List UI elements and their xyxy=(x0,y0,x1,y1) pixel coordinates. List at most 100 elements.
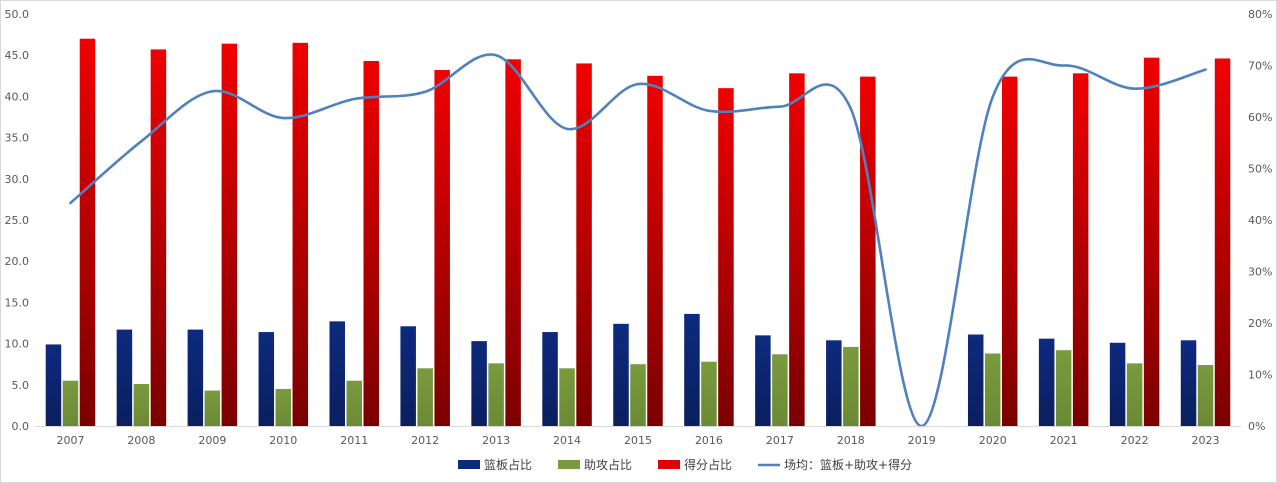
line-series xyxy=(69,53,1207,428)
bar-group xyxy=(45,38,1231,427)
bar-0-2012 xyxy=(400,326,416,426)
bar-2-2009 xyxy=(221,43,238,426)
bar-0-2023 xyxy=(1180,340,1197,426)
x-tick-label: 2023 xyxy=(1192,434,1220,447)
bar-2-2022 xyxy=(1143,57,1160,427)
x-tick-label: 2020 xyxy=(979,434,1007,447)
y-left-tick-label: 35.0 xyxy=(5,132,30,145)
bar-0-2013 xyxy=(471,341,487,426)
x-axis: 2007 2008 2009 2010 2011 2012 2013 2014 2015 2016… xyxy=(56,434,1219,447)
bar-0-2011 xyxy=(329,321,345,426)
x-tick-label: 2017 xyxy=(766,434,794,447)
legend-label: 场均：篮板+助攻+得分 xyxy=(784,457,912,472)
y-left-tick-label: 15.0 xyxy=(5,296,30,309)
legend-swatch xyxy=(558,460,580,469)
x-tick-label: 2018 xyxy=(837,434,865,447)
bar-1-2021 xyxy=(1055,350,1072,426)
legend-label: 篮板占比 xyxy=(484,457,532,472)
y-left-tick-label: 30.0 xyxy=(5,173,30,186)
bar-0-2020 xyxy=(967,334,984,426)
bar-2-2016 xyxy=(718,88,734,426)
bar-1-2018 xyxy=(843,346,859,426)
bar-1-2022 xyxy=(1126,363,1143,426)
bar-2-2014 xyxy=(576,63,592,426)
bar-2-2020 xyxy=(1001,76,1018,427)
y-right-tick-label: 60% xyxy=(1248,111,1272,124)
x-tick-label: 2016 xyxy=(695,434,723,447)
y-right-tick-label: 80% xyxy=(1248,8,1272,21)
bar-0-2016 xyxy=(684,313,700,426)
legend-swatch xyxy=(458,460,480,469)
bar-0-2022 xyxy=(1109,342,1126,426)
bar-1-2020 xyxy=(984,353,1001,426)
bar-2-2012 xyxy=(434,70,450,427)
bar-2-2023 xyxy=(1214,58,1231,426)
x-tick-label: 2022 xyxy=(1121,434,1149,447)
bar-0-2008 xyxy=(116,329,133,426)
legend-label: 助攻占比 xyxy=(584,457,632,472)
y-left-tick-label: 25.0 xyxy=(5,214,30,227)
bar-1-2009 xyxy=(204,390,221,426)
y-left-tick-label: 45.0 xyxy=(5,49,30,62)
bar-0-2015 xyxy=(613,323,629,426)
y-left-tick-label: 10.0 xyxy=(5,338,30,351)
bar-2-2017 xyxy=(789,73,805,426)
x-tick-label: 2010 xyxy=(269,434,297,447)
bar-1-2011 xyxy=(346,380,362,426)
x-tick-label: 2021 xyxy=(1050,434,1078,447)
bar-2-2018 xyxy=(860,76,876,427)
y-right-tick-label: 50% xyxy=(1248,163,1272,176)
x-tick-label: 2013 xyxy=(482,434,510,447)
bar-0-2014 xyxy=(542,332,558,426)
bar-2-2015 xyxy=(647,75,663,427)
y-left-tick-label: 50.0 xyxy=(5,8,30,21)
legend-label: 得分占比 xyxy=(684,457,732,472)
bar-1-2023 xyxy=(1197,365,1214,426)
y-right-tick-label: 70% xyxy=(1248,60,1272,73)
bar-2-2010 xyxy=(292,42,309,427)
bar-0-2009 xyxy=(187,329,204,426)
x-tick-label: 2011 xyxy=(340,434,368,447)
bar-0-2021 xyxy=(1038,338,1055,426)
y-right-tick-label: 0% xyxy=(1248,420,1265,433)
bar-2-2011 xyxy=(363,60,379,427)
bar-0-2007 xyxy=(45,344,62,426)
legend-swatch xyxy=(658,460,680,469)
y-left-axis: 0.0 5.0 10.0 15.0 20.0 25.0 30.0 35.0 40.0 45.0 50… xyxy=(5,8,30,433)
bar-2-2008 xyxy=(150,49,167,426)
bar-1-2015 xyxy=(630,364,646,426)
bar-0-2018 xyxy=(826,340,842,426)
line-group xyxy=(69,53,1207,428)
bar-2-2007 xyxy=(79,38,96,426)
x-tick-label: 2008 xyxy=(127,434,155,447)
bar-1-2017 xyxy=(772,354,788,426)
bar-1-2010 xyxy=(275,388,292,426)
x-tick-label: 2019 xyxy=(908,434,936,447)
bar-0-2010 xyxy=(258,332,275,426)
bar-1-2012 xyxy=(417,368,433,426)
x-tick-label: 2007 xyxy=(56,434,84,447)
bar-1-2008 xyxy=(133,383,150,426)
y-right-tick-label: 40% xyxy=(1248,214,1272,227)
y-right-tick-label: 20% xyxy=(1248,317,1272,330)
y-right-tick-label: 30% xyxy=(1248,266,1272,279)
legend: 篮板占比 助攻占比 得分占比 场均：篮板+助攻+得分 xyxy=(458,457,912,472)
y-right-tick-label: 10% xyxy=(1248,369,1272,382)
y-left-tick-label: 5.0 xyxy=(12,379,30,392)
bar-1-2016 xyxy=(701,361,717,426)
x-tick-label: 2012 xyxy=(411,434,439,447)
bar-2-2021 xyxy=(1072,73,1089,426)
x-tick-label: 2009 xyxy=(198,434,226,447)
x-tick-label: 2015 xyxy=(624,434,652,447)
bar-2-2013 xyxy=(505,59,521,426)
y-left-tick-label: 20.0 xyxy=(5,255,30,268)
bar-1-2013 xyxy=(488,363,504,426)
y-left-tick-label: 0.0 xyxy=(12,420,30,433)
y-right-axis: 0% 10% 20% 30% 40% 50% 60% 70% 80% xyxy=(1248,8,1272,433)
bar-1-2014 xyxy=(559,368,575,426)
bar-1-2007 xyxy=(62,380,79,426)
x-tick-label: 2014 xyxy=(553,434,581,447)
y-left-tick-label: 40.0 xyxy=(5,90,30,103)
bar-0-2017 xyxy=(755,335,771,426)
